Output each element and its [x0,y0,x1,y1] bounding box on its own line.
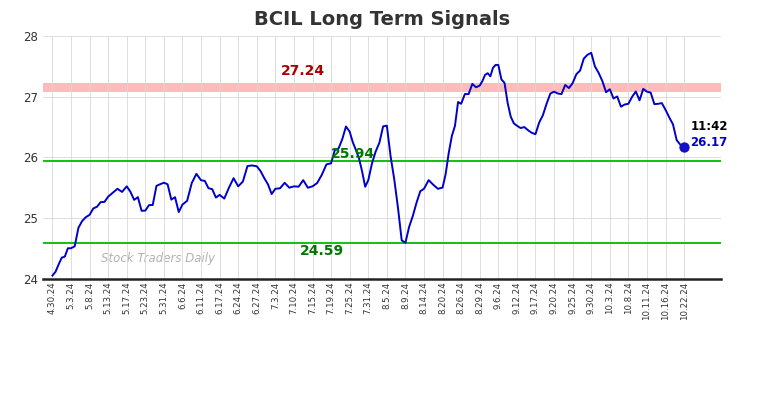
Text: 24.59: 24.59 [299,244,344,258]
Text: Stock Traders Daily: Stock Traders Daily [101,252,215,265]
Title: BCIL Long Term Signals: BCIL Long Term Signals [254,10,510,29]
Bar [43,82,721,92]
Text: 25.94: 25.94 [332,147,376,161]
Text: 27.24: 27.24 [281,64,325,78]
Text: 11:42: 11:42 [691,120,728,133]
Text: 26.17: 26.17 [691,136,728,149]
Point [678,144,691,150]
